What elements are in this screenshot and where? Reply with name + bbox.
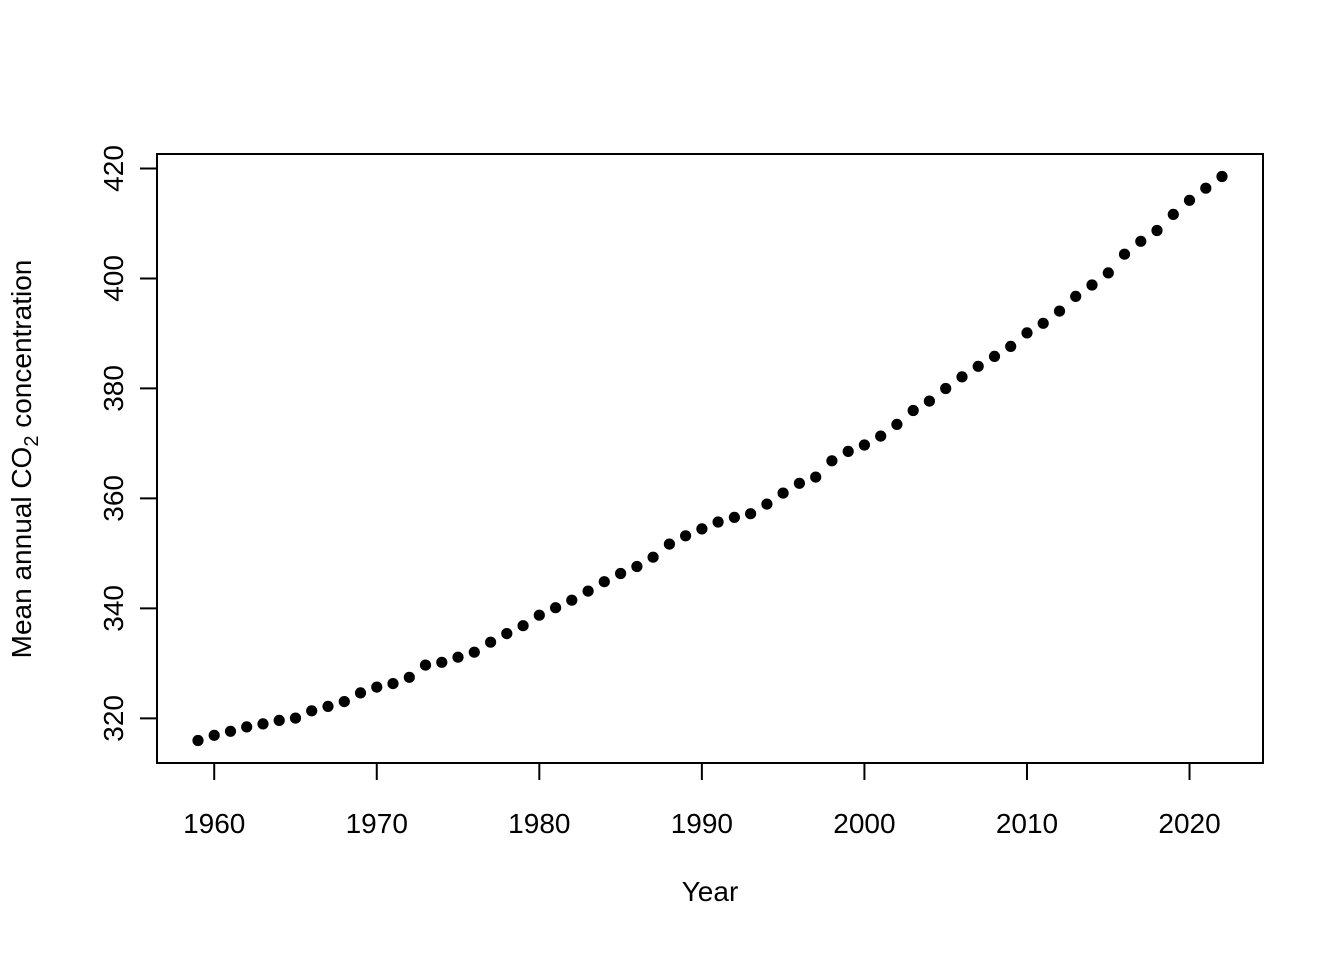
y-tick-label: 360 (98, 475, 129, 522)
x-tick-label: 1980 (508, 808, 570, 839)
data-point (1135, 235, 1147, 247)
y-axis-tick-labels: 320 340 360 380 400 420 (98, 145, 129, 742)
y-tick-label: 420 (98, 145, 129, 192)
data-point (1151, 224, 1163, 237)
data-point (241, 721, 253, 733)
y-tick-label: 400 (98, 255, 129, 302)
data-point (907, 404, 919, 417)
data-point (387, 678, 399, 690)
data-point (224, 725, 237, 737)
data-point (257, 718, 269, 730)
data-point (712, 516, 724, 528)
x-tick-label: 1990 (671, 808, 733, 839)
data-point (1183, 194, 1196, 206)
data-point (696, 523, 708, 535)
data-point (1053, 305, 1066, 317)
data-point (1021, 327, 1033, 339)
data-point (647, 551, 659, 563)
data-point (777, 487, 789, 499)
data-point (1005, 340, 1017, 352)
data-point (371, 681, 383, 693)
data-point (485, 636, 497, 648)
data-point (745, 508, 757, 520)
data-point (1037, 317, 1049, 329)
data-point (566, 594, 578, 606)
data-point (436, 656, 448, 668)
data-points (192, 170, 1228, 747)
data-point (1200, 182, 1212, 194)
data-point (988, 350, 1001, 362)
data-point (1070, 290, 1082, 302)
data-point (923, 395, 936, 407)
data-point (533, 609, 545, 621)
x-tick-label: 2020 (1158, 808, 1220, 839)
y-axis-title-post: concentration (6, 260, 37, 436)
data-point (1086, 279, 1098, 291)
data-point (728, 511, 741, 523)
x-tick-label: 2000 (833, 808, 895, 839)
data-point (631, 560, 643, 573)
y-axis-title: Mean annual CO2 concentration (6, 260, 43, 659)
y-axis-title-pre: Mean annual CO (6, 447, 37, 659)
data-point (615, 567, 627, 580)
data-point (582, 585, 594, 597)
data-point (501, 628, 513, 640)
data-point (680, 530, 692, 542)
data-point (875, 430, 887, 442)
data-point (1167, 208, 1179, 220)
data-point (354, 687, 367, 699)
data-point (322, 700, 334, 713)
data-point (550, 602, 562, 614)
plot-border (156, 153, 1264, 764)
data-point (1118, 248, 1131, 260)
y-tick-label: 380 (98, 365, 129, 412)
x-tick-label: 2010 (996, 808, 1058, 839)
data-point (761, 498, 773, 510)
data-point (663, 538, 676, 550)
data-point (517, 620, 529, 632)
x-tick-label: 1960 (183, 808, 245, 839)
data-point (306, 705, 318, 717)
data-point (338, 696, 350, 708)
data-point (468, 646, 480, 658)
data-point (289, 712, 302, 724)
x-axis-tick-labels: 1960 1970 1980 1990 2000 2010 2020 (183, 808, 1221, 839)
data-point (273, 714, 285, 727)
data-point (452, 651, 464, 663)
data-point (208, 729, 220, 741)
data-point (598, 576, 610, 588)
data-point (192, 734, 204, 747)
y-tick-label: 340 (98, 585, 129, 632)
data-point (940, 382, 952, 395)
data-point (403, 671, 415, 683)
data-point (972, 360, 984, 372)
data-point (810, 471, 822, 483)
x-axis-ticks (213, 763, 1191, 780)
y-axis-ticks (140, 167, 157, 720)
data-point (1102, 267, 1114, 279)
y-tick-label: 320 (98, 695, 129, 742)
data-point (793, 477, 806, 489)
data-point (858, 439, 871, 451)
data-point (419, 659, 432, 671)
data-point (826, 455, 838, 467)
data-point (1216, 170, 1228, 183)
data-point (956, 371, 968, 383)
x-tick-label: 1970 (346, 808, 408, 839)
x-axis-title: Year (682, 876, 739, 907)
y-axis-title-subscript: 2 (21, 436, 43, 447)
data-point (891, 418, 903, 430)
data-point (842, 445, 854, 457)
